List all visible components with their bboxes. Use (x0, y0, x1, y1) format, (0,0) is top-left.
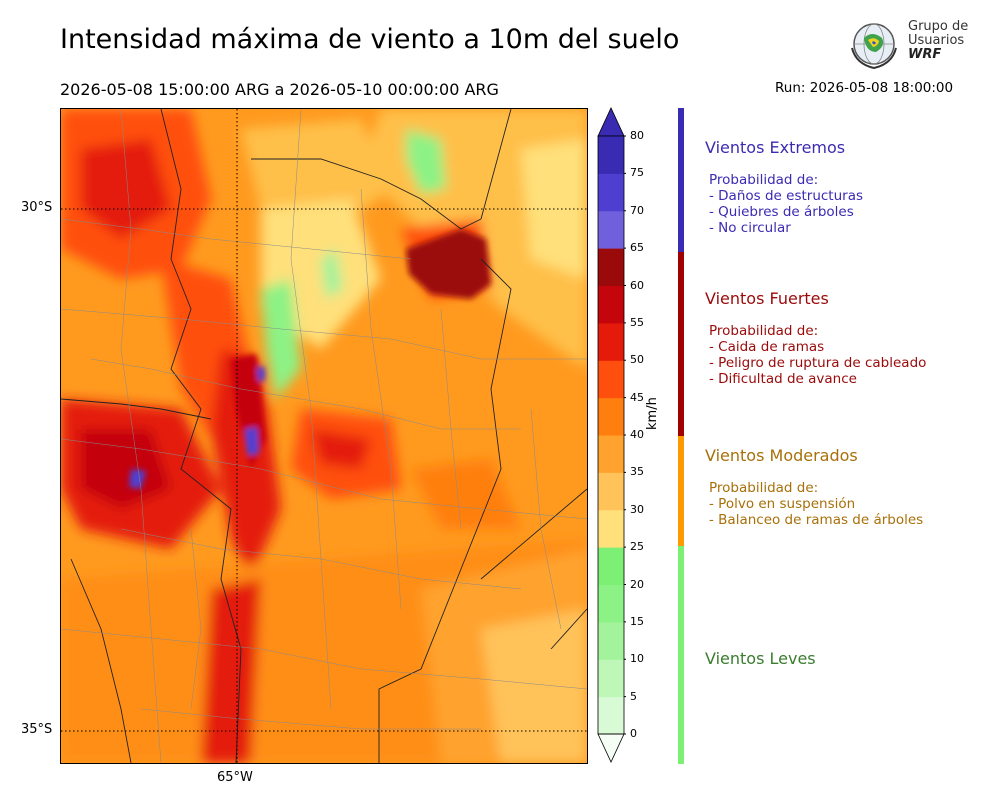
category-bar-extreme (678, 108, 684, 252)
latitude-label-35s: 35°S (21, 722, 53, 737)
category-bar-moderate (678, 436, 684, 546)
longitude-label-65w: 65°W (217, 770, 253, 785)
colorbar-bin-65 (598, 210, 624, 249)
category-title-extreme: Vientos Extremos (705, 138, 846, 157)
colorbar-tick-label: 65 (630, 241, 644, 255)
colorbar-tick-label: 30 (630, 502, 644, 516)
desc-line: - Daños de estructuras (709, 188, 864, 204)
category-bar-strong (678, 252, 684, 436)
latitude-label-30s: 30°S (21, 200, 53, 215)
colorbar-bin-25 (598, 509, 624, 548)
colorbar-units: km/h (645, 397, 660, 430)
desc-line: - No circular (709, 220, 791, 236)
colorbar-tick-label: 75 (630, 166, 644, 180)
colorbar-tick-label: 45 (630, 390, 644, 404)
colorbar-tick-label: 80 (630, 129, 644, 142)
category-desc-moderate: Probabilidad de: - Polvo en suspensión -… (709, 480, 923, 528)
colorbar-tick-label: 60 (630, 278, 644, 292)
colorbar-bin-15 (598, 584, 624, 623)
wrf-group-logo: Grupo de Usuarios WRF (846, 18, 976, 72)
colorbar-bin-60 (598, 248, 624, 287)
desc-line: - Quiebres de árboles (709, 204, 854, 220)
desc-line: - Polvo en suspensión (709, 496, 856, 512)
colorbar-bin-30 (598, 472, 624, 511)
category-title-strong: Vientos Fuertes (705, 289, 829, 308)
category-desc-strong: Probabilidad de: - Caida de ramas - Peli… (709, 323, 926, 387)
desc-line: Probabilidad de: (709, 172, 819, 188)
desc-line: Probabilidad de: (709, 323, 819, 339)
colorbar-tick-label: 20 (630, 577, 644, 591)
colorbar-bin-40 (598, 397, 624, 436)
colorbar-bin-20 (598, 547, 624, 586)
colorbar-tick-label: 55 (630, 315, 644, 329)
globe-icon (851, 23, 897, 70)
colorbar-tick-label: 35 (630, 465, 644, 479)
desc-line: Probabilidad de: (709, 480, 819, 496)
colorbar-tick-label: 70 (630, 203, 644, 217)
logo-line-3: WRF (908, 47, 942, 62)
desc-line: - Balanceo de ramas de árboles (709, 512, 924, 528)
colorbar-tick-label: 5 (630, 689, 637, 703)
category-bar-light (678, 546, 684, 764)
desc-line: - Peligro de ruptura de cableado (709, 355, 927, 371)
colorbar-tick-label: 40 (630, 428, 644, 441)
colorbar-bin-35 (598, 435, 624, 473)
forecast-period: 2026-05-08 15:00:00 ARG a 2026-05-10 00:… (60, 80, 499, 99)
colorbar-bin-55 (598, 285, 624, 324)
colorbar-bin-45 (598, 360, 624, 399)
colorbar-bin-5 (598, 659, 624, 698)
graticule (61, 109, 587, 763)
colorbar-extend-min (597, 733, 625, 763)
colorbar-tick-label: 25 (630, 540, 644, 554)
map-title: Intensidad máxima de viento a 10m del su… (60, 24, 680, 55)
category-title-light: Vientos Leves (705, 649, 816, 668)
colorbar-bin-10 (598, 621, 624, 660)
category-desc-extreme: Probabilidad de: - Daños de estructuras … (709, 172, 863, 236)
desc-line: - Dificultad de avance (709, 371, 857, 387)
colorbar-bin-50 (598, 322, 624, 361)
colorbar-bin-0 (598, 696, 624, 735)
political-boundaries (61, 109, 587, 763)
logo-line-1: Grupo de (908, 19, 969, 34)
colorbar-tick-label: 50 (630, 353, 644, 367)
map-canvas (61, 109, 587, 763)
department-boundaries (61, 109, 587, 763)
colorbar-bin-75 (598, 136, 624, 174)
logo-line-2: Usuarios (908, 33, 965, 48)
run-time: Run: 2026-05-08 18:00:00 (775, 80, 954, 96)
category-title-moderate: Vientos Moderados (705, 446, 858, 465)
colorbar-tick-label: 15 (630, 614, 644, 628)
colorbar-tick-label: 0 (630, 727, 637, 740)
colorbar-bin-70 (598, 173, 624, 212)
colorbar-extend-max (597, 107, 625, 137)
colorbar (597, 107, 626, 763)
colorbar-tick-label: 10 (630, 652, 644, 666)
extreme-cells (129, 229, 491, 489)
wind-intensity-map (60, 108, 588, 764)
desc-line: - Caida de ramas (709, 339, 825, 355)
